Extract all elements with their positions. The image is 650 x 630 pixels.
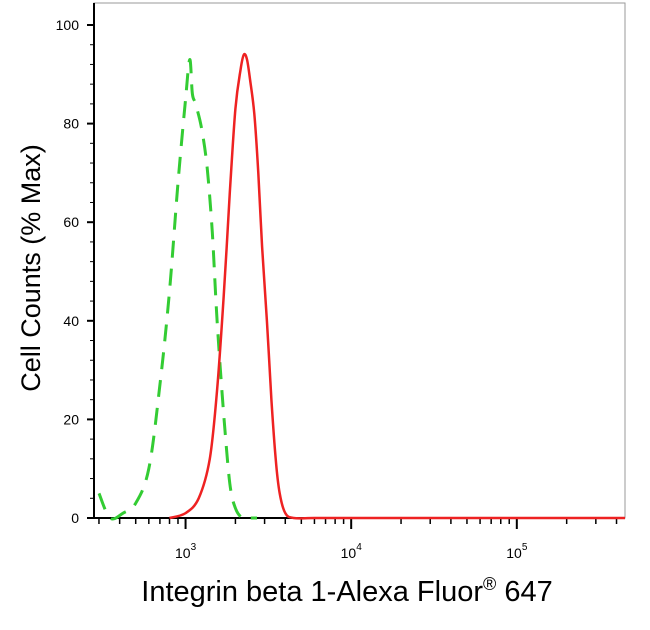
- x-axis-label-registered: ®: [483, 574, 496, 594]
- x-tick-label: 105: [506, 542, 528, 561]
- y-tick-label: 40: [63, 313, 79, 329]
- y-axis-ticks: 0 20 40 60 80 100: [56, 17, 94, 526]
- y-tick-label: 0: [71, 510, 79, 526]
- x-axis-label: Integrin beta 1-Alexa Fluor® 647: [141, 574, 552, 608]
- series-layer: [97, 52, 625, 521]
- y-tick-label: 100: [56, 17, 80, 33]
- series-line-dashed: [97, 57, 257, 521]
- x-tick-label-base: 10: [341, 545, 357, 561]
- y-tick-label: 60: [63, 214, 79, 230]
- x-axis-label-suffix: 647: [496, 576, 552, 608]
- x-tick-label-base: 10: [506, 545, 522, 561]
- y-tick-label: 20: [63, 411, 79, 427]
- y-tick-label: 80: [63, 116, 79, 132]
- x-tick-label-exponent: 3: [191, 542, 197, 553]
- x-tick-label-base: 10: [175, 545, 191, 561]
- x-tick-label-exponent: 4: [356, 542, 362, 553]
- series-line-solid: [169, 52, 625, 520]
- x-tick-label: 104: [341, 542, 363, 561]
- y-axis-label: Cell Counts (% Max): [16, 144, 46, 392]
- x-tick-label-exponent: 5: [522, 542, 528, 553]
- x-tick-label: 103: [175, 542, 197, 561]
- x-axis-label-main: Integrin beta 1-Alexa Fluor: [141, 576, 483, 608]
